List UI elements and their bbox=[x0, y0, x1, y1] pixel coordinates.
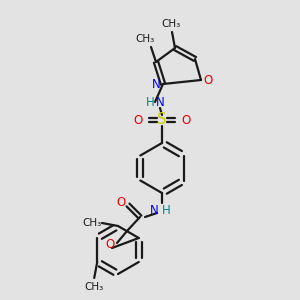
Text: CH₃: CH₃ bbox=[85, 282, 104, 292]
Text: O: O bbox=[203, 74, 213, 88]
Text: O: O bbox=[105, 238, 115, 250]
Text: CH₃: CH₃ bbox=[135, 34, 154, 44]
Text: O: O bbox=[116, 196, 126, 209]
Text: O: O bbox=[182, 113, 190, 127]
Text: N: N bbox=[156, 97, 164, 110]
Text: O: O bbox=[134, 113, 142, 127]
Text: N: N bbox=[150, 203, 158, 217]
Text: CH₃: CH₃ bbox=[82, 218, 102, 228]
Text: CH₃: CH₃ bbox=[161, 19, 181, 29]
Text: H: H bbox=[162, 203, 170, 217]
Text: H: H bbox=[146, 97, 154, 110]
Text: N: N bbox=[152, 79, 160, 92]
Text: S: S bbox=[157, 112, 167, 128]
